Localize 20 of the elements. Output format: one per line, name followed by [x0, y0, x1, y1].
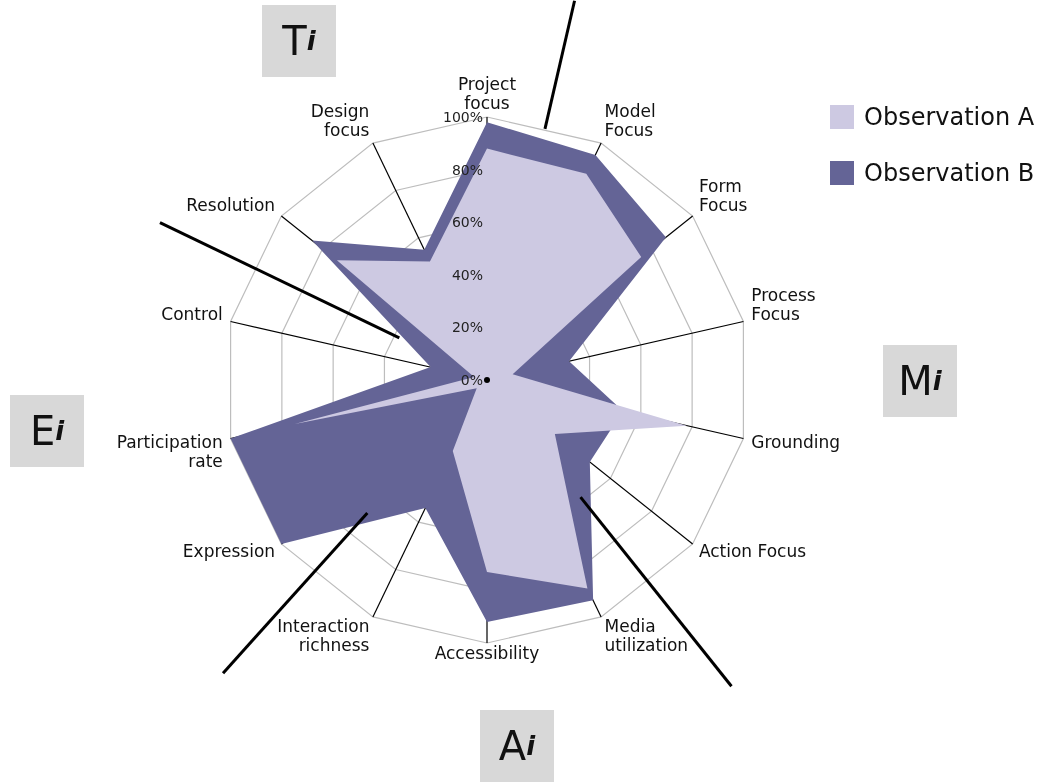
y-tick-label: 20%: [451, 319, 483, 336]
y-tick-label: 60%: [451, 214, 483, 231]
spoke-label: Expression: [182, 540, 276, 561]
spoke-label: Accessibility: [434, 643, 540, 663]
spoke-label: Model Focus: [604, 100, 656, 140]
spoke-label: Design focus: [310, 100, 370, 140]
spoke-label: Resolution: [186, 195, 276, 216]
legend-label: Observation B: [864, 159, 1035, 187]
spoke-label: Interaction richness: [277, 616, 370, 656]
spoke-label: Process Focus: [751, 284, 816, 324]
spoke-label: Media utilization: [604, 616, 689, 656]
spoke-label: Control: [161, 303, 223, 324]
y-tick-label: 40%: [451, 266, 483, 283]
spoke-label: Participation rate: [116, 432, 223, 472]
y-tick-label: 80%: [451, 161, 483, 178]
spoke-label: Form Focus: [698, 176, 748, 216]
legend-label: Observation A: [864, 103, 1035, 131]
y-tick-label: 0%: [460, 372, 483, 388]
spoke-label: Action Focus: [698, 540, 807, 561]
spoke-label: Grounding: [751, 432, 841, 453]
